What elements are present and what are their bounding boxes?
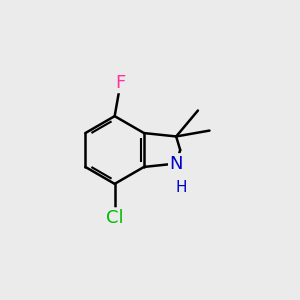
Text: N: N <box>169 154 183 172</box>
Text: Cl: Cl <box>106 209 124 227</box>
Text: H: H <box>176 180 187 195</box>
Text: F: F <box>116 74 126 92</box>
